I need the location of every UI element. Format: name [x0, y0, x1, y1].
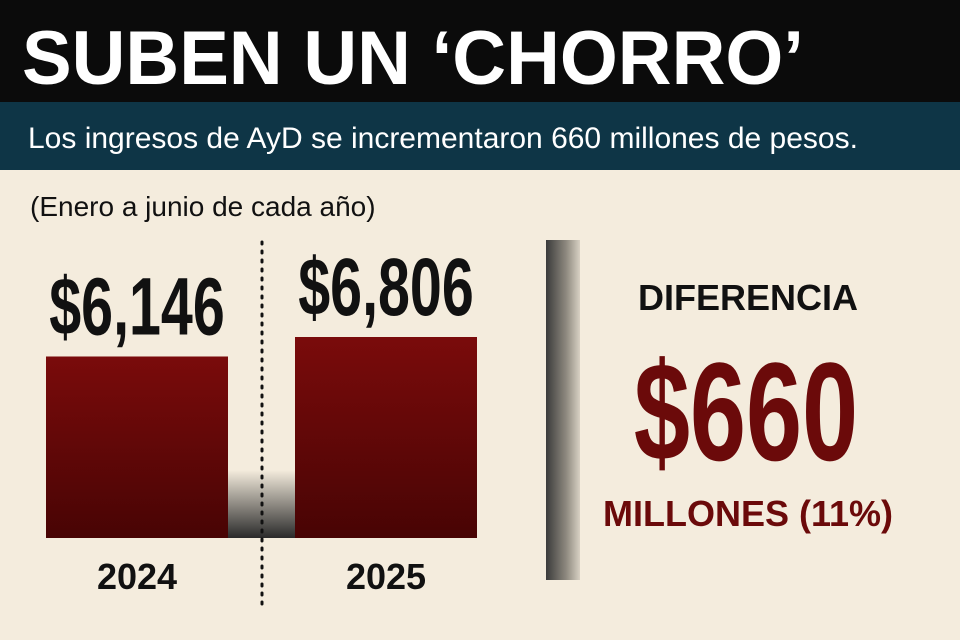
subtitle-band — [0, 102, 960, 170]
value-label: $6,146 — [49, 260, 225, 352]
bar — [295, 337, 477, 538]
title-band — [0, 0, 960, 102]
value-label-group: $6,806 — [298, 241, 474, 333]
value-label-group: $6,146 — [49, 260, 225, 352]
value-label: $6,806 — [298, 241, 474, 333]
separator — [546, 240, 580, 580]
difference-amount: $660 — [634, 334, 858, 490]
title: SUBEN UN ‘CHORRO’ — [22, 15, 804, 100]
difference-detail: MILLONES (11%) — [603, 493, 893, 534]
bar — [46, 356, 228, 538]
x-tick-label: 2025 — [346, 556, 426, 597]
note: (Enero a junio de cada año) — [30, 191, 376, 222]
difference-heading: DIFERENCIA — [638, 277, 858, 318]
x-tick-label: 2024 — [97, 556, 177, 597]
subtitle: Los ingresos de AyD se incrementaron 660… — [28, 122, 858, 155]
